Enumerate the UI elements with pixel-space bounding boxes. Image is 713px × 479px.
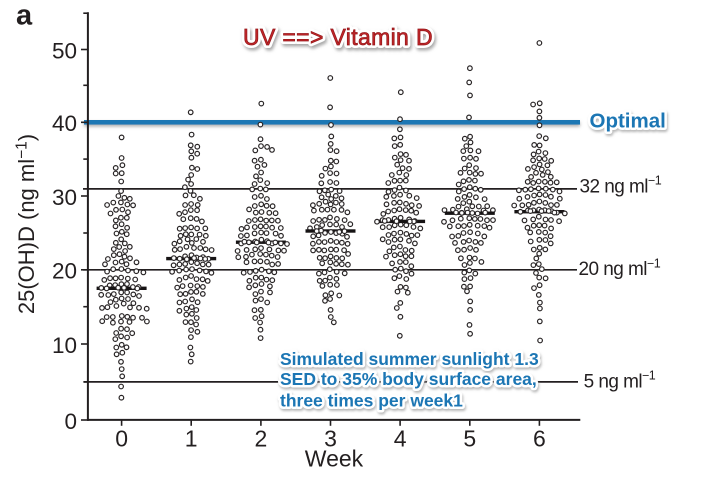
svg-text:40: 40 [52, 111, 77, 136]
svg-text:5 ng ml−1: 5 ng ml−1 [584, 369, 656, 393]
svg-text:0: 0 [64, 409, 77, 434]
svg-text:30: 30 [52, 185, 77, 210]
svg-text:50: 50 [52, 38, 77, 63]
svg-text:6: 6 [533, 426, 546, 452]
svg-text:5: 5 [463, 426, 476, 452]
svg-text:Optimal: Optimal [590, 110, 666, 133]
svg-text:three times per week1: three times per week1 [280, 391, 463, 411]
svg-text:Simulated summer sunlight 1.3: Simulated summer sunlight 1.3 [280, 349, 539, 369]
svg-text:10: 10 [52, 333, 77, 358]
svg-text:32 ng ml−1: 32 ng ml−1 [580, 174, 662, 198]
svg-text:UV ==> Vitamin D: UV ==> Vitamin D [243, 24, 433, 50]
svg-text:4: 4 [394, 426, 407, 452]
svg-text:1: 1 [185, 426, 198, 452]
svg-text:UV ==> Vitamin D: UV ==> Vitamin D [243, 24, 433, 50]
svg-text:25(OH)D (ng ml−1): 25(OH)D (ng ml−1) [14, 134, 40, 314]
svg-text:3: 3 [324, 426, 337, 452]
svg-text:SED to 35% body surface area,: SED to 35% body surface area, [280, 369, 537, 389]
svg-text:20: 20 [52, 259, 77, 284]
svg-text:2: 2 [255, 426, 268, 452]
svg-text:0: 0 [115, 426, 128, 452]
svg-text:20 ng ml−1: 20 ng ml−1 [579, 256, 661, 280]
svg-text:a: a [16, 0, 33, 32]
svg-text:Week: Week [305, 446, 364, 472]
